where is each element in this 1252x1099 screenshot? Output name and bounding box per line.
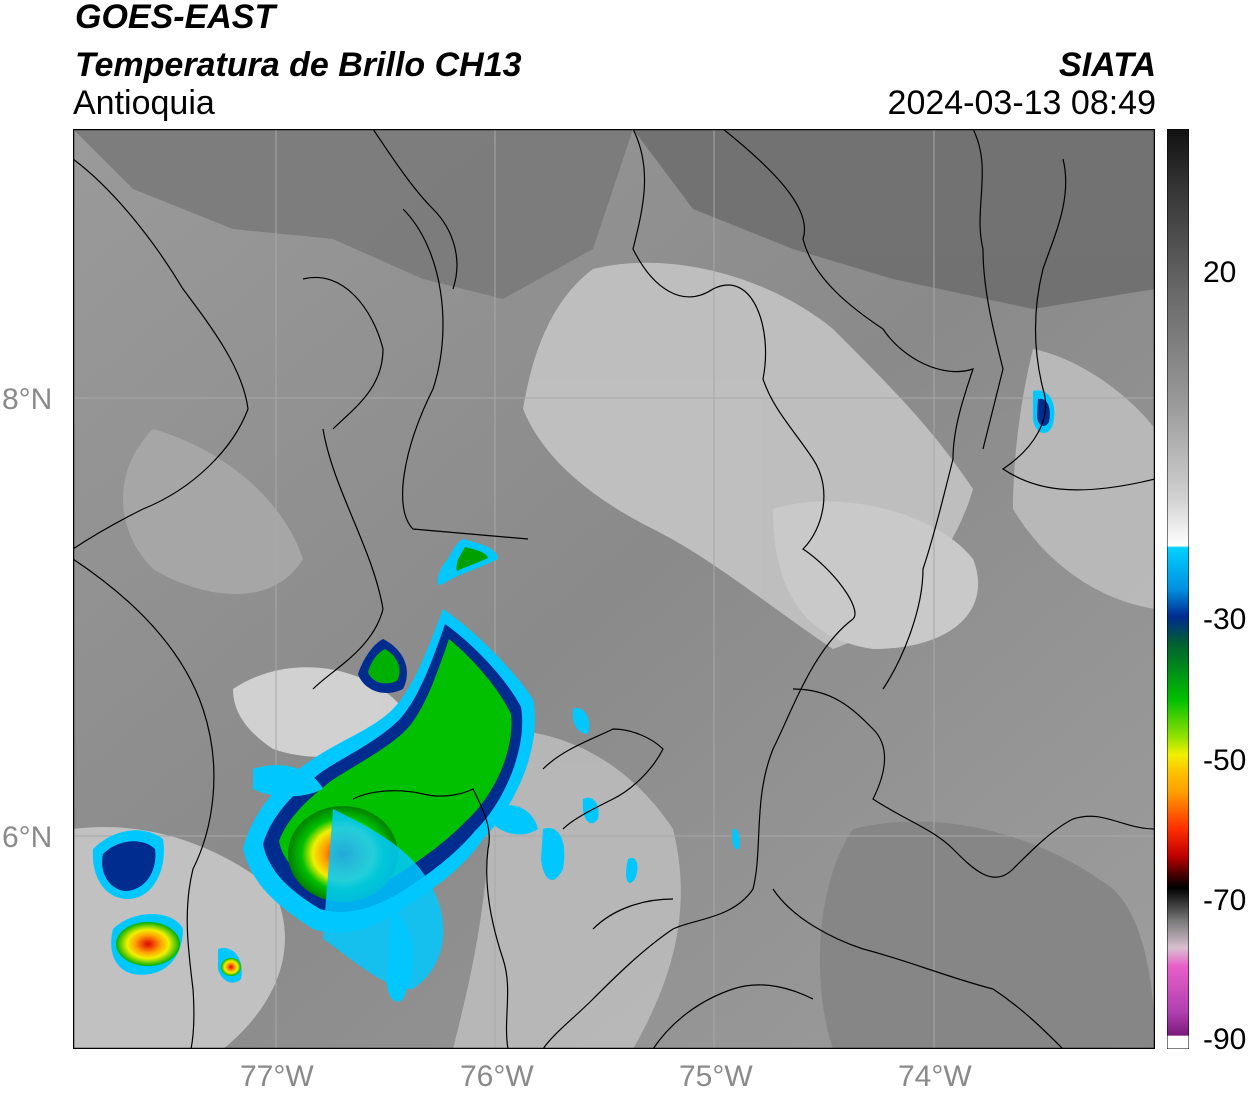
lon-label-77w: 77°W [240, 1060, 314, 1093]
datetime-label: 2024-03-13 08:49 [887, 84, 1156, 122]
region-label: Antioquia [73, 84, 215, 122]
lon-label-74w: 74°W [898, 1060, 972, 1093]
map-frame [73, 129, 1155, 1049]
political-borders [73, 129, 1155, 1049]
satellite-title: GOES-EAST [75, 0, 276, 36]
source-label: SIATA [1059, 46, 1156, 84]
colorbar-tick-minus90: -90 [1203, 1023, 1247, 1056]
colorbar-tick-minus50: -50 [1203, 744, 1247, 777]
satellite-map[interactable] [73, 129, 1155, 1049]
colorbar-tick-minus30: -30 [1203, 603, 1247, 636]
colorbar-tick-20: 20 [1203, 256, 1237, 289]
convective-cells [92, 390, 1055, 1002]
colorbar-tick-minus70: -70 [1203, 884, 1247, 917]
lon-label-75w: 75°W [679, 1060, 753, 1093]
lat-label-8n: 8°N [2, 383, 53, 416]
product-title: Temperatura de Brillo CH13 [75, 46, 522, 84]
colorbar [1167, 129, 1189, 1049]
lat-label-6n: 6°N [2, 821, 53, 854]
lon-label-76w: 76°W [460, 1060, 534, 1093]
